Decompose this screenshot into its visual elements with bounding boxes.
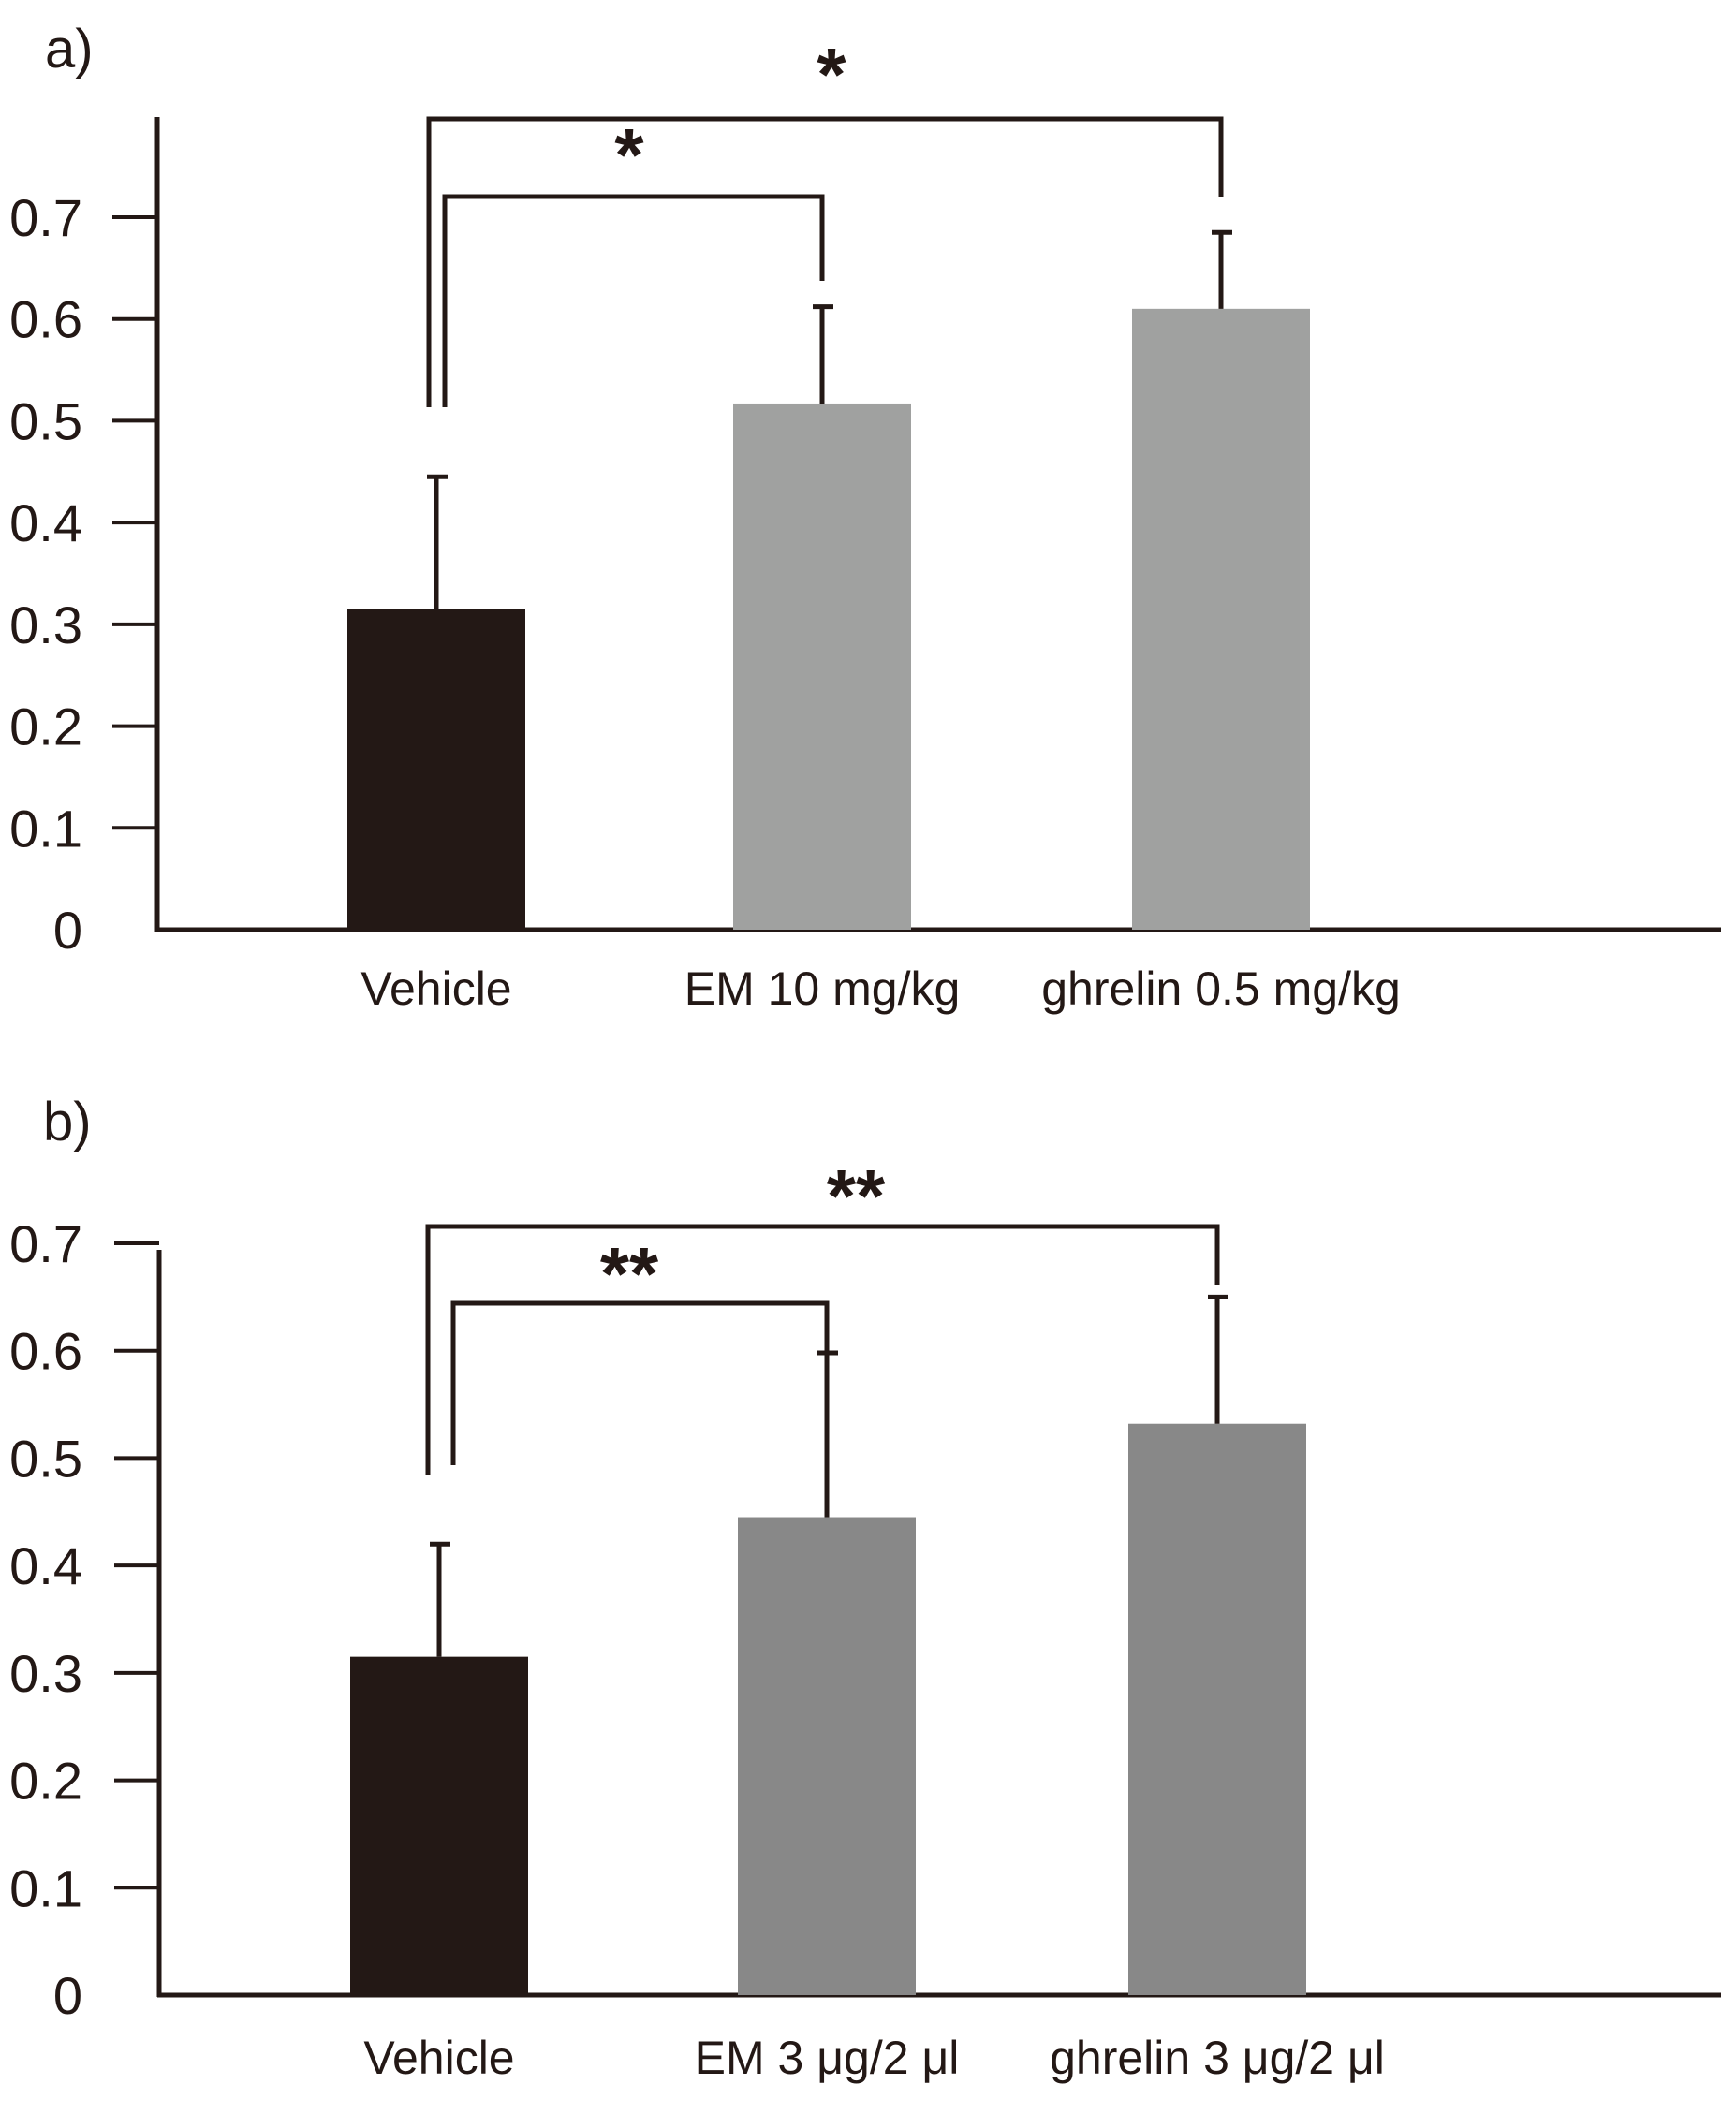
bar-2 (738, 1517, 916, 1995)
chart-panel-b: b) 0 0.1 0.2 0.3 0.4 0.5 0.6 0.7 Vehicle EM 3 μg/2… (9, 1092, 1721, 2084)
y-tick-label: 0.5 (9, 391, 82, 450)
y-tick-label: 0.1 (9, 1858, 82, 1917)
bar-1 (347, 609, 525, 930)
bar-1 (350, 1656, 528, 1995)
y-tick-label: 0.4 (9, 493, 82, 552)
category-label: Vehicle (363, 2032, 514, 2084)
category-label: ghrelin 0.5 mg/kg (1041, 962, 1401, 1015)
significance-bracket (442, 194, 825, 407)
significance-bracket (450, 1300, 830, 1465)
significance-label: * (614, 113, 644, 197)
bar-2 (733, 403, 911, 930)
y-tick-label: 0.4 (9, 1536, 82, 1595)
y-tick-label: 0 (53, 901, 82, 960)
significance-bracket (425, 1224, 1220, 1475)
panel-label: a) (45, 19, 94, 80)
category-label: ghrelin 3 μg/2 μl (1050, 2032, 1385, 2084)
significance-bracket (426, 116, 1224, 407)
y-tick-label: 0.2 (9, 1752, 82, 1811)
y-tick-label: 0.6 (9, 290, 82, 349)
bar-3 (1132, 308, 1310, 930)
significance-label: ** (827, 1154, 886, 1238)
bar-3 (1128, 1423, 1306, 1995)
y-tick-label: 0.7 (9, 1214, 82, 1273)
y-tick-label: 0 (53, 1966, 82, 2025)
panel-label: b) (43, 1092, 92, 1152)
y-tick-label: 0.3 (9, 1644, 82, 1703)
category-label: EM 10 mg/kg (684, 962, 961, 1015)
y-tick-label: 0.6 (9, 1322, 82, 1381)
y-tick-label: 0.2 (9, 697, 82, 756)
y-tick-label: 0.5 (9, 1429, 82, 1488)
category-label: Vehicle (360, 962, 511, 1015)
y-tick-label: 0.3 (9, 595, 82, 654)
y-tick-label: 0.1 (9, 799, 82, 858)
category-label: EM 3 μg/2 μl (695, 2032, 960, 2084)
y-tick-label: 0.7 (9, 188, 82, 247)
significance-label: * (817, 33, 846, 116)
chart-panel-a: a) 0 0.1 0.2 0.3 0.4 0.5 0.6 0.7 Vehicle EM 10 mg/… (9, 19, 1721, 1015)
significance-label: ** (600, 1232, 659, 1315)
